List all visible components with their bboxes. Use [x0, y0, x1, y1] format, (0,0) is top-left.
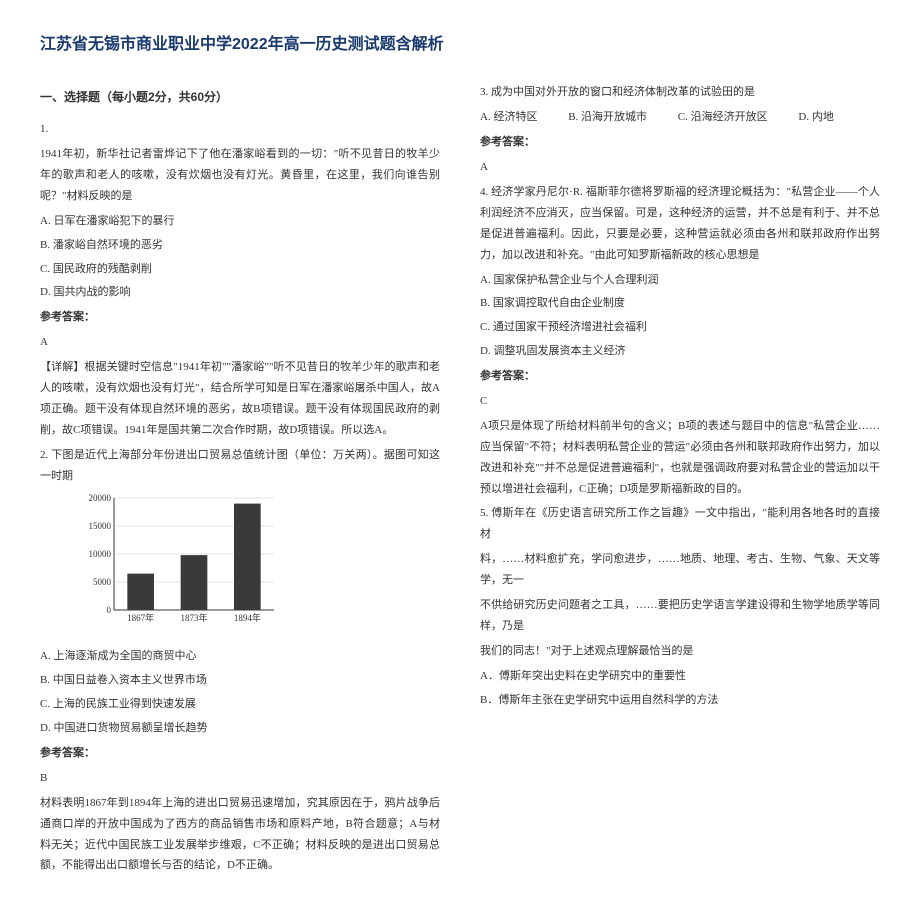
svg-text:5000: 5000 [93, 577, 112, 587]
left-column: 一、选择题（每小题2分，共60分） 1. 1941年初，新华社记者雷烨记下了他在… [40, 78, 440, 880]
q4-explain: A项只是体现了所给材料前半句的含义；B项的表述与题目中的信息"私营企业……应当保… [480, 416, 880, 500]
q4-opt-d: D. 调整巩固发展资本主义经济 [480, 341, 880, 362]
svg-text:1894年: 1894年 [234, 612, 261, 623]
q5-opt-b: B．傅斯年主张在史学研究中运用自然科学的方法 [480, 690, 880, 711]
q5-text-line1: 5. 傅斯年在《历史语言研究所工作之旨趣》一文中指出，"能利用各地各时的直接材 [480, 503, 880, 545]
q5-opt-a: A．傅斯年突出史料在史学研究中的重要性 [480, 666, 880, 687]
q2-answer: B [40, 768, 440, 789]
content-columns: 一、选择题（每小题2分，共60分） 1. 1941年初，新华社记者雷烨记下了他在… [40, 78, 880, 880]
right-column: 3. 成为中国对外开放的窗口和经济体制改革的试验田的是 A. 经济特区 B. 沿… [480, 78, 880, 880]
q1-number: 1. [40, 119, 440, 140]
q2-opt-b: B. 中国日益卷入资本主义世界市场 [40, 670, 440, 691]
q4-opt-a: A. 国家保护私营企业与个人合理利润 [480, 270, 880, 291]
q3-answer-label: 参考答案： [480, 132, 880, 153]
q1-answer: A [40, 332, 440, 353]
svg-text:20000: 20000 [89, 494, 112, 503]
q3-text: 3. 成为中国对外开放的窗口和经济体制改革的试验田的是 [480, 82, 880, 103]
q3-opt-d: D. 内地 [798, 107, 833, 128]
q1-opt-a: A. 日军在潘家峪犯下的暴行 [40, 211, 440, 232]
q5-text-line3: 不供给研究历史问题者之工具，……要把历史学语言学建设得和生物学地质学等同样，乃是 [480, 595, 880, 637]
q4-answer: C [480, 391, 880, 412]
q1-answer-label: 参考答案： [40, 307, 440, 328]
svg-text:1873年: 1873年 [180, 612, 207, 623]
q5-text-line2: 料，……材料愈扩充，学问愈进步，……地质、地理、考古、生物、气象、天文等学，无一 [480, 549, 880, 591]
q1-explain: 【详解】根据关键时空信息"1941年初""潘家峪""听不见昔日的牧羊少年的歌声和… [40, 357, 440, 441]
q3-options-row: A. 经济特区 B. 沿海开放城市 C. 沿海经济开放区 D. 内地 [480, 107, 880, 128]
q1-opt-b: B. 潘家峪自然环境的恶劣 [40, 235, 440, 256]
q2-explain: 材料表明1867年到1894年上海的进出口贸易迅速增加，究其原因在于，鸦片战争后… [40, 793, 440, 877]
svg-text:15000: 15000 [89, 521, 112, 531]
q2-answer-label: 参考答案： [40, 743, 440, 764]
q1-opt-c: C. 国民政府的残酷剥削 [40, 259, 440, 280]
q2-opt-c: C. 上海的民族工业得到快速发展 [40, 694, 440, 715]
q4-opt-c: C. 通过国家干预经济增进社会福利 [480, 317, 880, 338]
page-title: 江苏省无锡市商业职业中学2022年高一历史测试题含解析 [40, 30, 880, 60]
q4-text: 4. 经济学家丹尼尔·R. 福斯菲尔德将罗斯福的经济理论概括为："私营企业——个… [480, 182, 880, 266]
q3-opt-c: C. 沿海经济开放区 [678, 107, 768, 128]
svg-text:10000: 10000 [89, 549, 112, 559]
section-heading: 一、选择题（每小题2分，共60分） [40, 86, 440, 109]
q1-opt-d: D. 国共内战的影响 [40, 282, 440, 303]
q2-text: 2. 下图是近代上海部分年份进出口贸易总值统计图（单位：万关两）。据图可知这一时… [40, 445, 440, 487]
q3-answer: A [480, 157, 880, 178]
q4-opt-b: B. 国家调控取代自由企业制度 [480, 293, 880, 314]
q4-answer-label: 参考答案： [480, 366, 880, 387]
q2-opt-a: A. 上海逐渐成为全国的商贸中心 [40, 646, 440, 667]
svg-text:0: 0 [107, 605, 112, 615]
q2-opt-d: D. 中国进口货物贸易额呈增长趋势 [40, 718, 440, 739]
q3-opt-a: A. 经济特区 [480, 107, 537, 128]
q5-text-line4: 我们的同志！"对于上述观点理解最恰当的是 [480, 641, 880, 662]
q1-text: 1941年初，新华社记者雷烨记下了他在潘家峪看到的一切："听不见昔日的牧羊少年的… [40, 144, 440, 207]
q2-bar-chart: 20000 15000 10000 5000 0 1867年 1873年 1894年 [80, 494, 440, 638]
q3-opt-b: B. 沿海开放城市 [568, 107, 647, 128]
svg-text:1867年: 1867年 [127, 612, 154, 623]
